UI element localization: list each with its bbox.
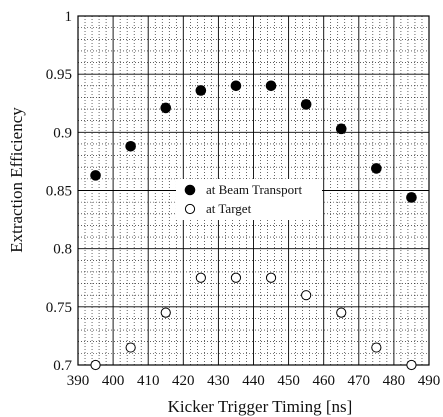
legend-label-target: at Target: [206, 201, 252, 216]
y-tick-label: 0.75: [46, 300, 72, 316]
x-axis-label: Kicker Trigger Timing [ns]: [168, 397, 353, 416]
target-point: [301, 290, 312, 301]
x-tick-label: 490: [418, 373, 441, 389]
beam-transport-point: [371, 163, 382, 174]
legend-box: [176, 179, 322, 220]
beam-transport-point: [300, 99, 312, 110]
beam-transport-point: [265, 80, 277, 92]
target-point: [160, 307, 171, 318]
y-tick-label: 0.95: [46, 67, 72, 83]
x-tick-label: 430: [207, 373, 230, 389]
x-tick-label: 420: [172, 373, 195, 389]
target-point: [336, 307, 347, 318]
beam-transport-point: [195, 85, 207, 96]
target-point: [371, 342, 382, 353]
beam-transport-point: [406, 192, 417, 203]
x-tick-label: 390: [67, 373, 90, 389]
plot-frame: [77, 15, 430, 366]
y-tick-label: 0.9: [53, 125, 72, 141]
target-point: [406, 359, 417, 371]
target-point: [265, 272, 277, 283]
target-point: [90, 359, 101, 371]
axes: 390 400 410 420 430 440 450 460 470 480 490 0.7 0.75…: [46, 9, 441, 389]
x-tick-label: 460: [312, 373, 335, 389]
beam-transport-point: [90, 170, 101, 181]
x-tick-label: 440: [242, 373, 265, 389]
y-tick-label: 0.85: [46, 184, 72, 200]
data-points: [90, 80, 417, 371]
y-tick-label: 1: [65, 9, 73, 25]
x-tick-label: 480: [383, 373, 406, 389]
legend-target-marker: [184, 203, 196, 215]
legend-beam-transport-marker: [184, 184, 196, 196]
x-tick-label: 470: [348, 373, 371, 389]
target-point: [195, 272, 206, 283]
x-tick-label: 400: [102, 373, 125, 389]
beam-transport-point: [335, 123, 347, 135]
beam-transport-point: [160, 102, 172, 114]
beam-transport-point: [125, 140, 136, 152]
target-point: [230, 272, 242, 283]
beam-transport-point: [230, 80, 242, 92]
y-tick-label: 0.7: [53, 358, 72, 374]
y-tick-label: 0.8: [53, 242, 72, 258]
x-tick-label: 450: [277, 373, 300, 389]
legend: at Beam Transport at Target: [176, 179, 322, 220]
legend-label-beam-transport: at Beam Transport: [206, 182, 302, 197]
target-point: [125, 342, 136, 353]
y-axis-label: Extraction Efficiency: [7, 107, 26, 253]
x-tick-label: 410: [137, 373, 160, 389]
